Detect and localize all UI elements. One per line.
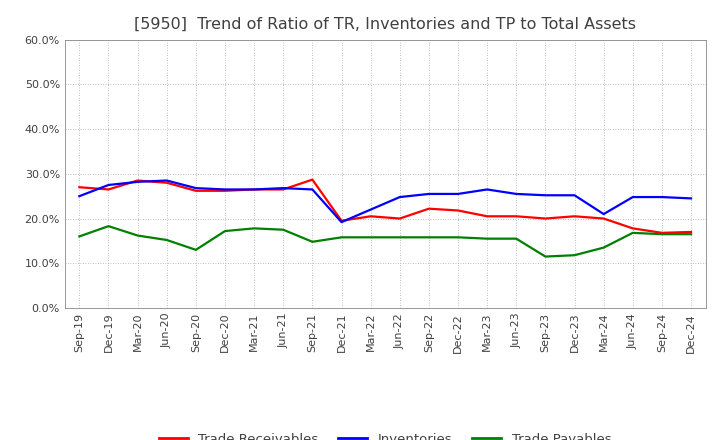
Line: Trade Payables: Trade Payables: [79, 226, 691, 257]
Inventories: [250, 187, 258, 192]
Trade Payables: [541, 254, 550, 259]
Trade Receivables: [220, 188, 229, 194]
Trade Payables: [279, 227, 287, 232]
Trade Payables: [250, 226, 258, 231]
Line: Trade Receivables: Trade Receivables: [79, 180, 691, 233]
Trade Receivables: [657, 230, 666, 235]
Trade Receivables: [687, 229, 696, 235]
Inventories: [163, 178, 171, 183]
Trade Payables: [687, 231, 696, 237]
Title: [5950]  Trend of Ratio of TR, Inventories and TP to Total Assets: [5950] Trend of Ratio of TR, Inventories…: [134, 16, 636, 32]
Trade Receivables: [599, 216, 608, 221]
Inventories: [337, 220, 346, 225]
Trade Payables: [454, 235, 462, 240]
Trade Payables: [337, 235, 346, 240]
Trade Receivables: [75, 185, 84, 190]
Trade Receivables: [395, 216, 404, 221]
Trade Payables: [395, 235, 404, 240]
Inventories: [570, 193, 579, 198]
Inventories: [104, 182, 113, 187]
Trade Receivables: [104, 187, 113, 192]
Inventories: [425, 191, 433, 197]
Inventories: [599, 211, 608, 216]
Inventories: [366, 207, 375, 212]
Trade Payables: [629, 230, 637, 235]
Trade Receivables: [570, 214, 579, 219]
Trade Payables: [570, 253, 579, 258]
Trade Payables: [75, 234, 84, 239]
Trade Receivables: [366, 214, 375, 219]
Trade Receivables: [308, 177, 317, 182]
Inventories: [687, 196, 696, 201]
Inventories: [395, 194, 404, 200]
Trade Receivables: [541, 216, 550, 221]
Trade Receivables: [192, 188, 200, 194]
Inventories: [308, 187, 317, 192]
Trade Receivables: [629, 226, 637, 231]
Inventories: [541, 193, 550, 198]
Trade Receivables: [512, 214, 521, 219]
Trade Receivables: [279, 187, 287, 192]
Trade Receivables: [163, 180, 171, 185]
Line: Inventories: Inventories: [79, 180, 691, 222]
Trade Receivables: [133, 178, 142, 183]
Inventories: [75, 194, 84, 199]
Trade Payables: [512, 236, 521, 241]
Inventories: [512, 191, 521, 197]
Inventories: [220, 187, 229, 192]
Trade Receivables: [337, 218, 346, 224]
Inventories: [657, 194, 666, 200]
Trade Payables: [425, 235, 433, 240]
Trade Payables: [220, 228, 229, 234]
Trade Payables: [308, 239, 317, 245]
Trade Receivables: [454, 208, 462, 213]
Inventories: [133, 179, 142, 184]
Trade Receivables: [250, 187, 258, 192]
Trade Payables: [192, 247, 200, 253]
Trade Payables: [657, 231, 666, 237]
Trade Payables: [483, 236, 492, 241]
Trade Payables: [366, 235, 375, 240]
Inventories: [454, 191, 462, 197]
Inventories: [192, 186, 200, 191]
Inventories: [629, 194, 637, 200]
Trade Receivables: [425, 206, 433, 211]
Trade Payables: [599, 245, 608, 250]
Legend: Trade Receivables, Inventories, Trade Payables: Trade Receivables, Inventories, Trade Pa…: [153, 427, 617, 440]
Inventories: [279, 186, 287, 191]
Trade Payables: [163, 237, 171, 242]
Trade Payables: [133, 233, 142, 238]
Inventories: [483, 187, 492, 192]
Trade Receivables: [483, 214, 492, 219]
Trade Payables: [104, 224, 113, 229]
